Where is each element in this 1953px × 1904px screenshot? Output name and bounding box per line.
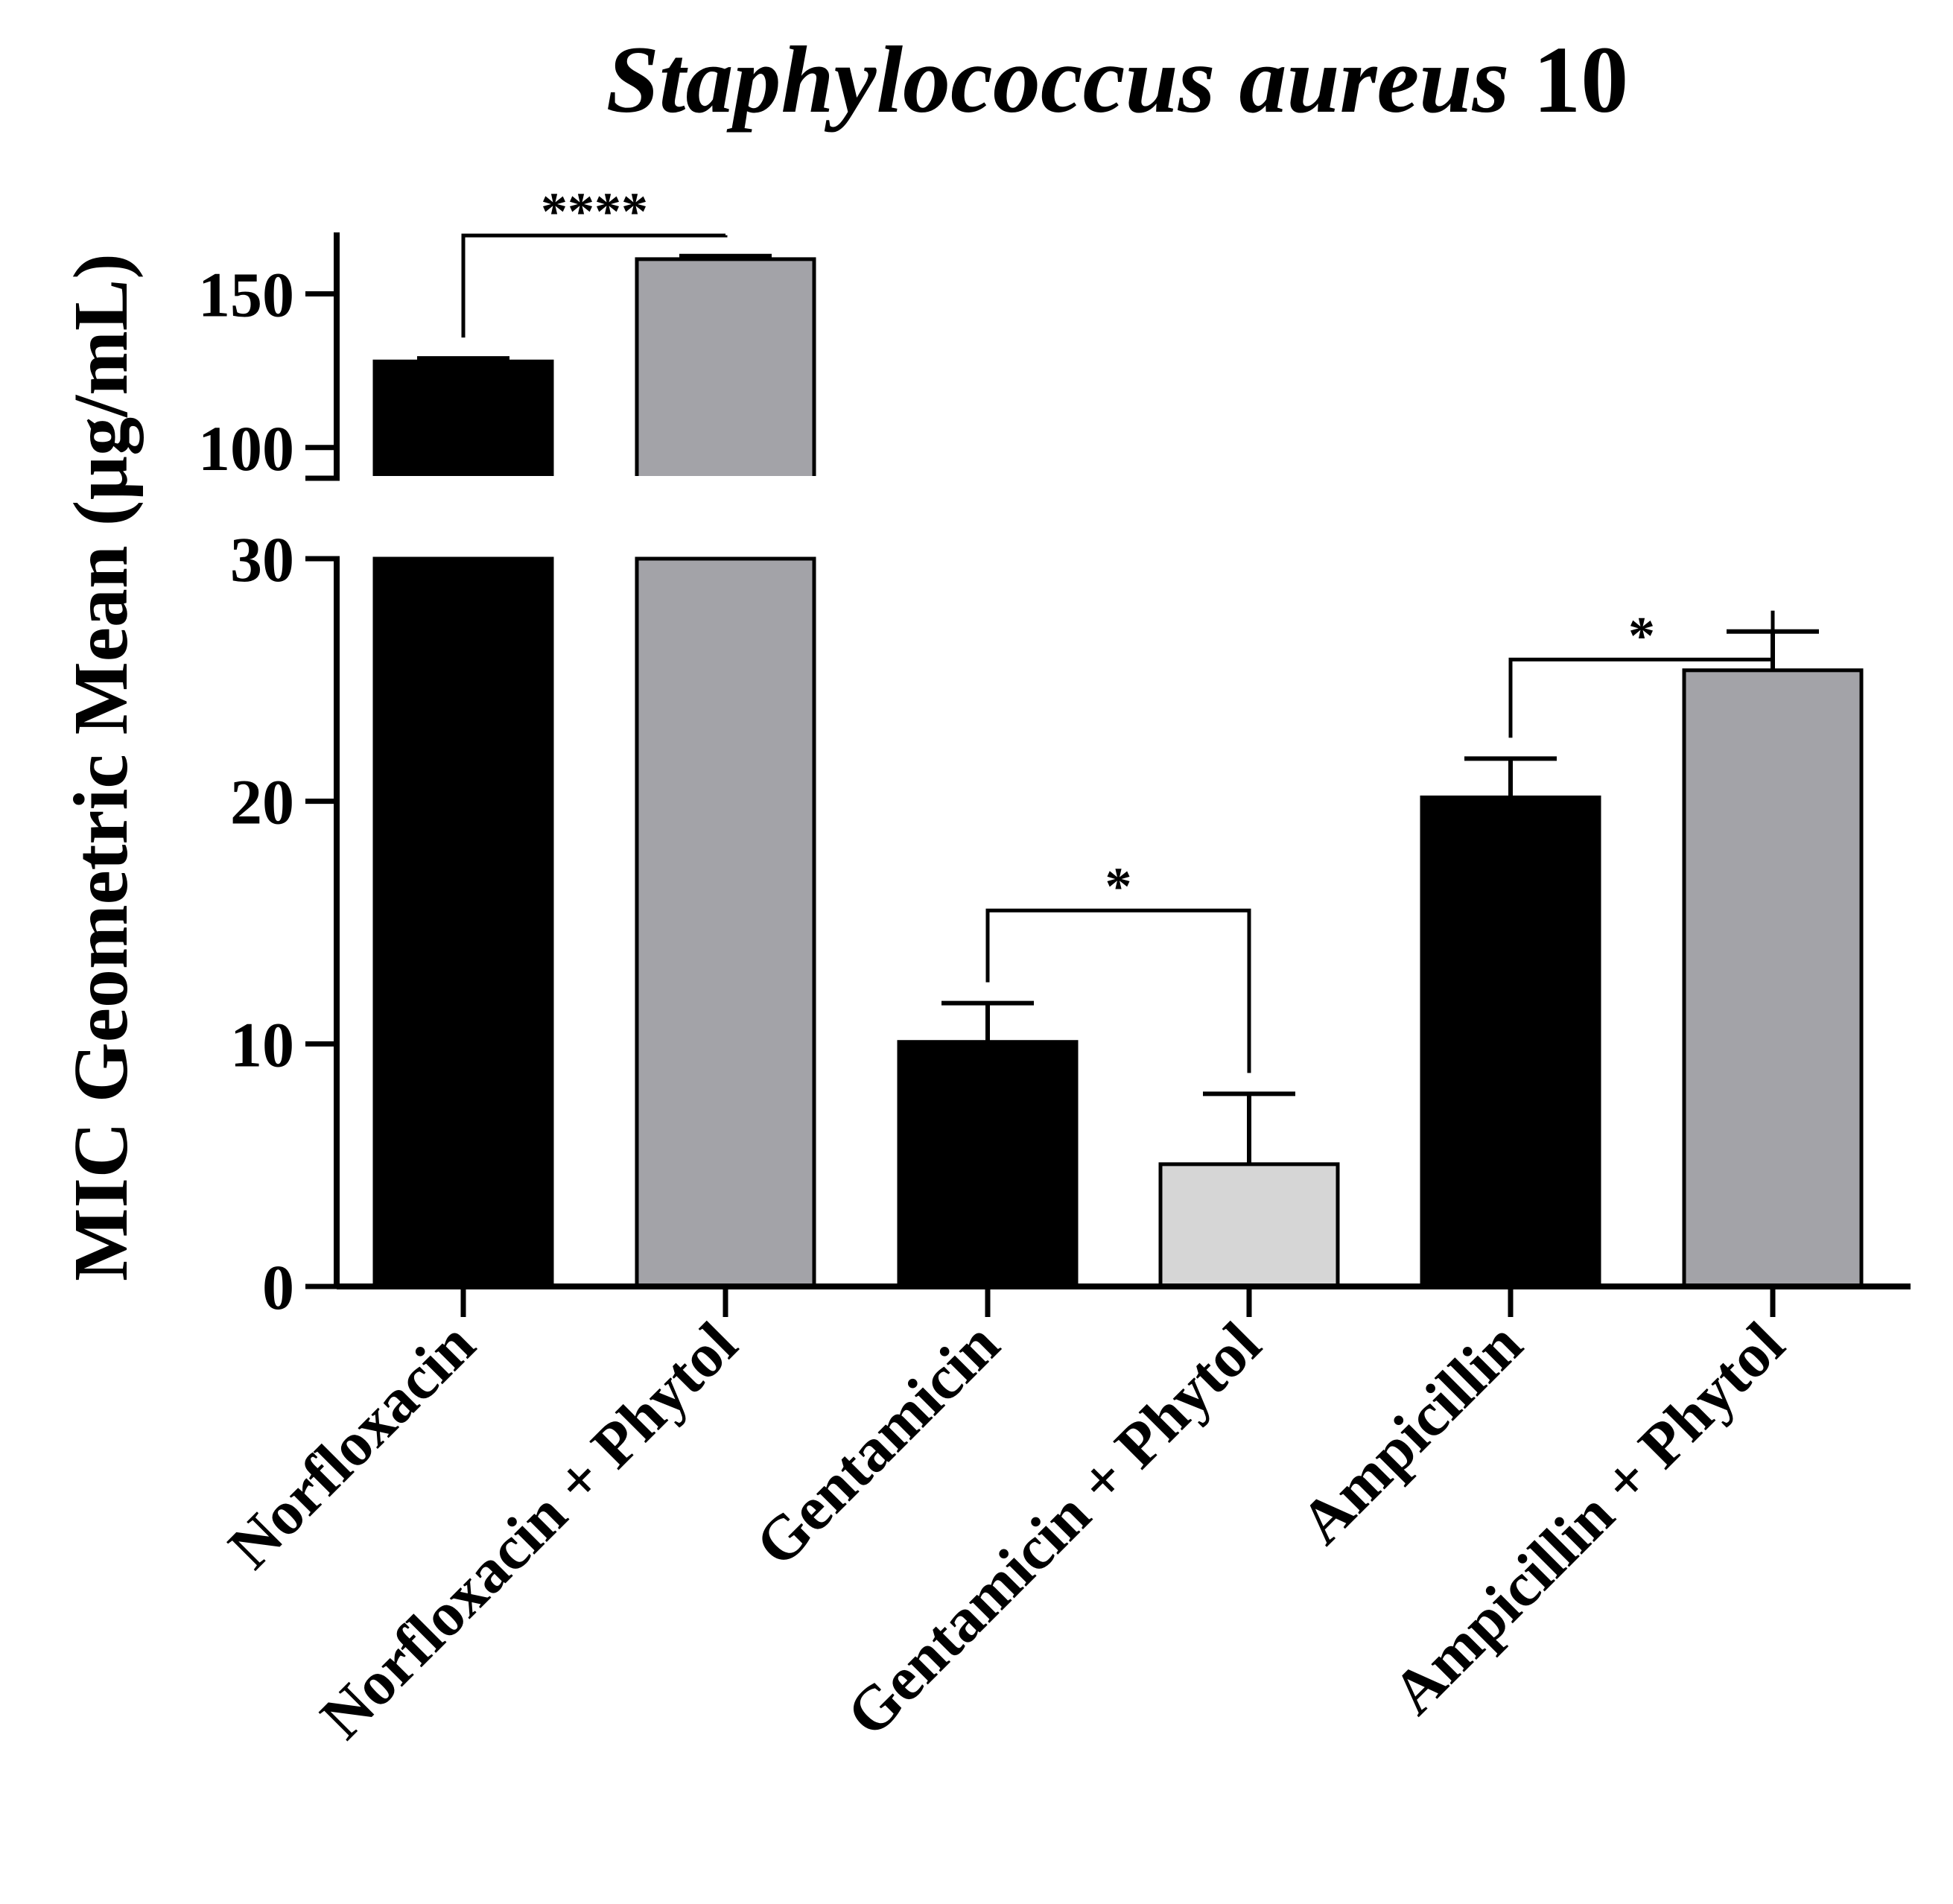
category-label-4: Ampicillin <box>1287 1310 1535 1558</box>
bar-5 <box>1682 668 1864 1289</box>
bar-1-upper <box>635 257 816 480</box>
y-tick-100-label: 100 <box>198 413 294 484</box>
bar-2 <box>897 1040 1079 1289</box>
significance-label-1: * <box>1105 857 1132 916</box>
bar-4 <box>1420 795 1601 1289</box>
chart-title-italic: Staphylococcus aureus <box>606 27 1510 133</box>
y-tick-30-label: 30 <box>230 524 294 595</box>
chart-title-suffix: 10 <box>1509 27 1628 133</box>
significance-label-2: * <box>1628 606 1655 665</box>
significance-bracket-2 <box>1508 610 1775 738</box>
bar-0-lower <box>372 556 554 1289</box>
significance-bracket-1 <box>985 908 1251 1073</box>
category-label-0: Norfloxacin <box>215 1310 488 1582</box>
y-tick-0-label: 0 <box>262 1251 294 1323</box>
bar-0-upper <box>372 359 554 480</box>
y-axis-label: MIC Geometric Mean (µg/mL) <box>58 253 144 1281</box>
chart-title: Staphylococcus aureus 10 <box>606 27 1629 133</box>
bar-1-lower <box>635 556 816 1289</box>
y-tick-10-label: 10 <box>230 1009 294 1080</box>
significance-bracket-0 <box>461 233 728 338</box>
y-tick-150-label: 150 <box>198 259 294 331</box>
category-label-2: Gentamicin <box>743 1310 1013 1580</box>
bar-3 <box>1158 1162 1340 1289</box>
significance-label-0: **** <box>541 182 648 241</box>
y-tick-20-label: 20 <box>230 767 294 838</box>
